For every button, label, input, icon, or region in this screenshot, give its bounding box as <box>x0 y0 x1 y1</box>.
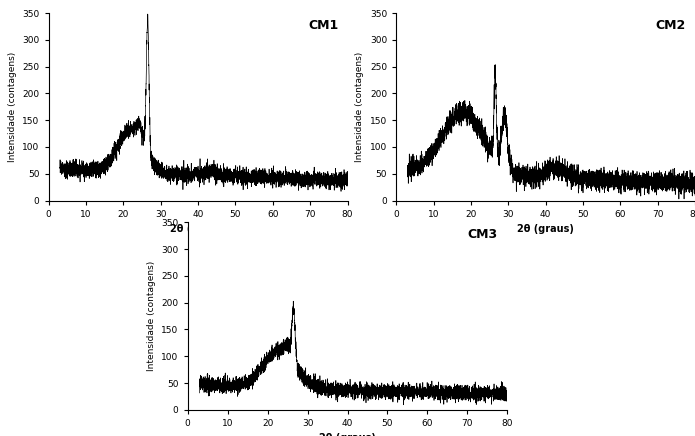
Text: CM1: CM1 <box>309 19 338 32</box>
Y-axis label: Intensidade (contagens): Intensidade (contagens) <box>8 52 17 162</box>
Text: CM2: CM2 <box>656 19 686 32</box>
X-axis label: 2θ (graus): 2θ (graus) <box>517 224 574 234</box>
X-axis label: 2θ (graus): 2θ (graus) <box>319 433 376 436</box>
Text: CM3: CM3 <box>468 228 498 241</box>
Y-axis label: Intensidade (contagens): Intensidade (contagens) <box>147 261 156 371</box>
Y-axis label: Intensidade (contagens): Intensidade (contagens) <box>355 52 364 162</box>
X-axis label: 2θ (graus): 2θ (graus) <box>170 224 227 234</box>
